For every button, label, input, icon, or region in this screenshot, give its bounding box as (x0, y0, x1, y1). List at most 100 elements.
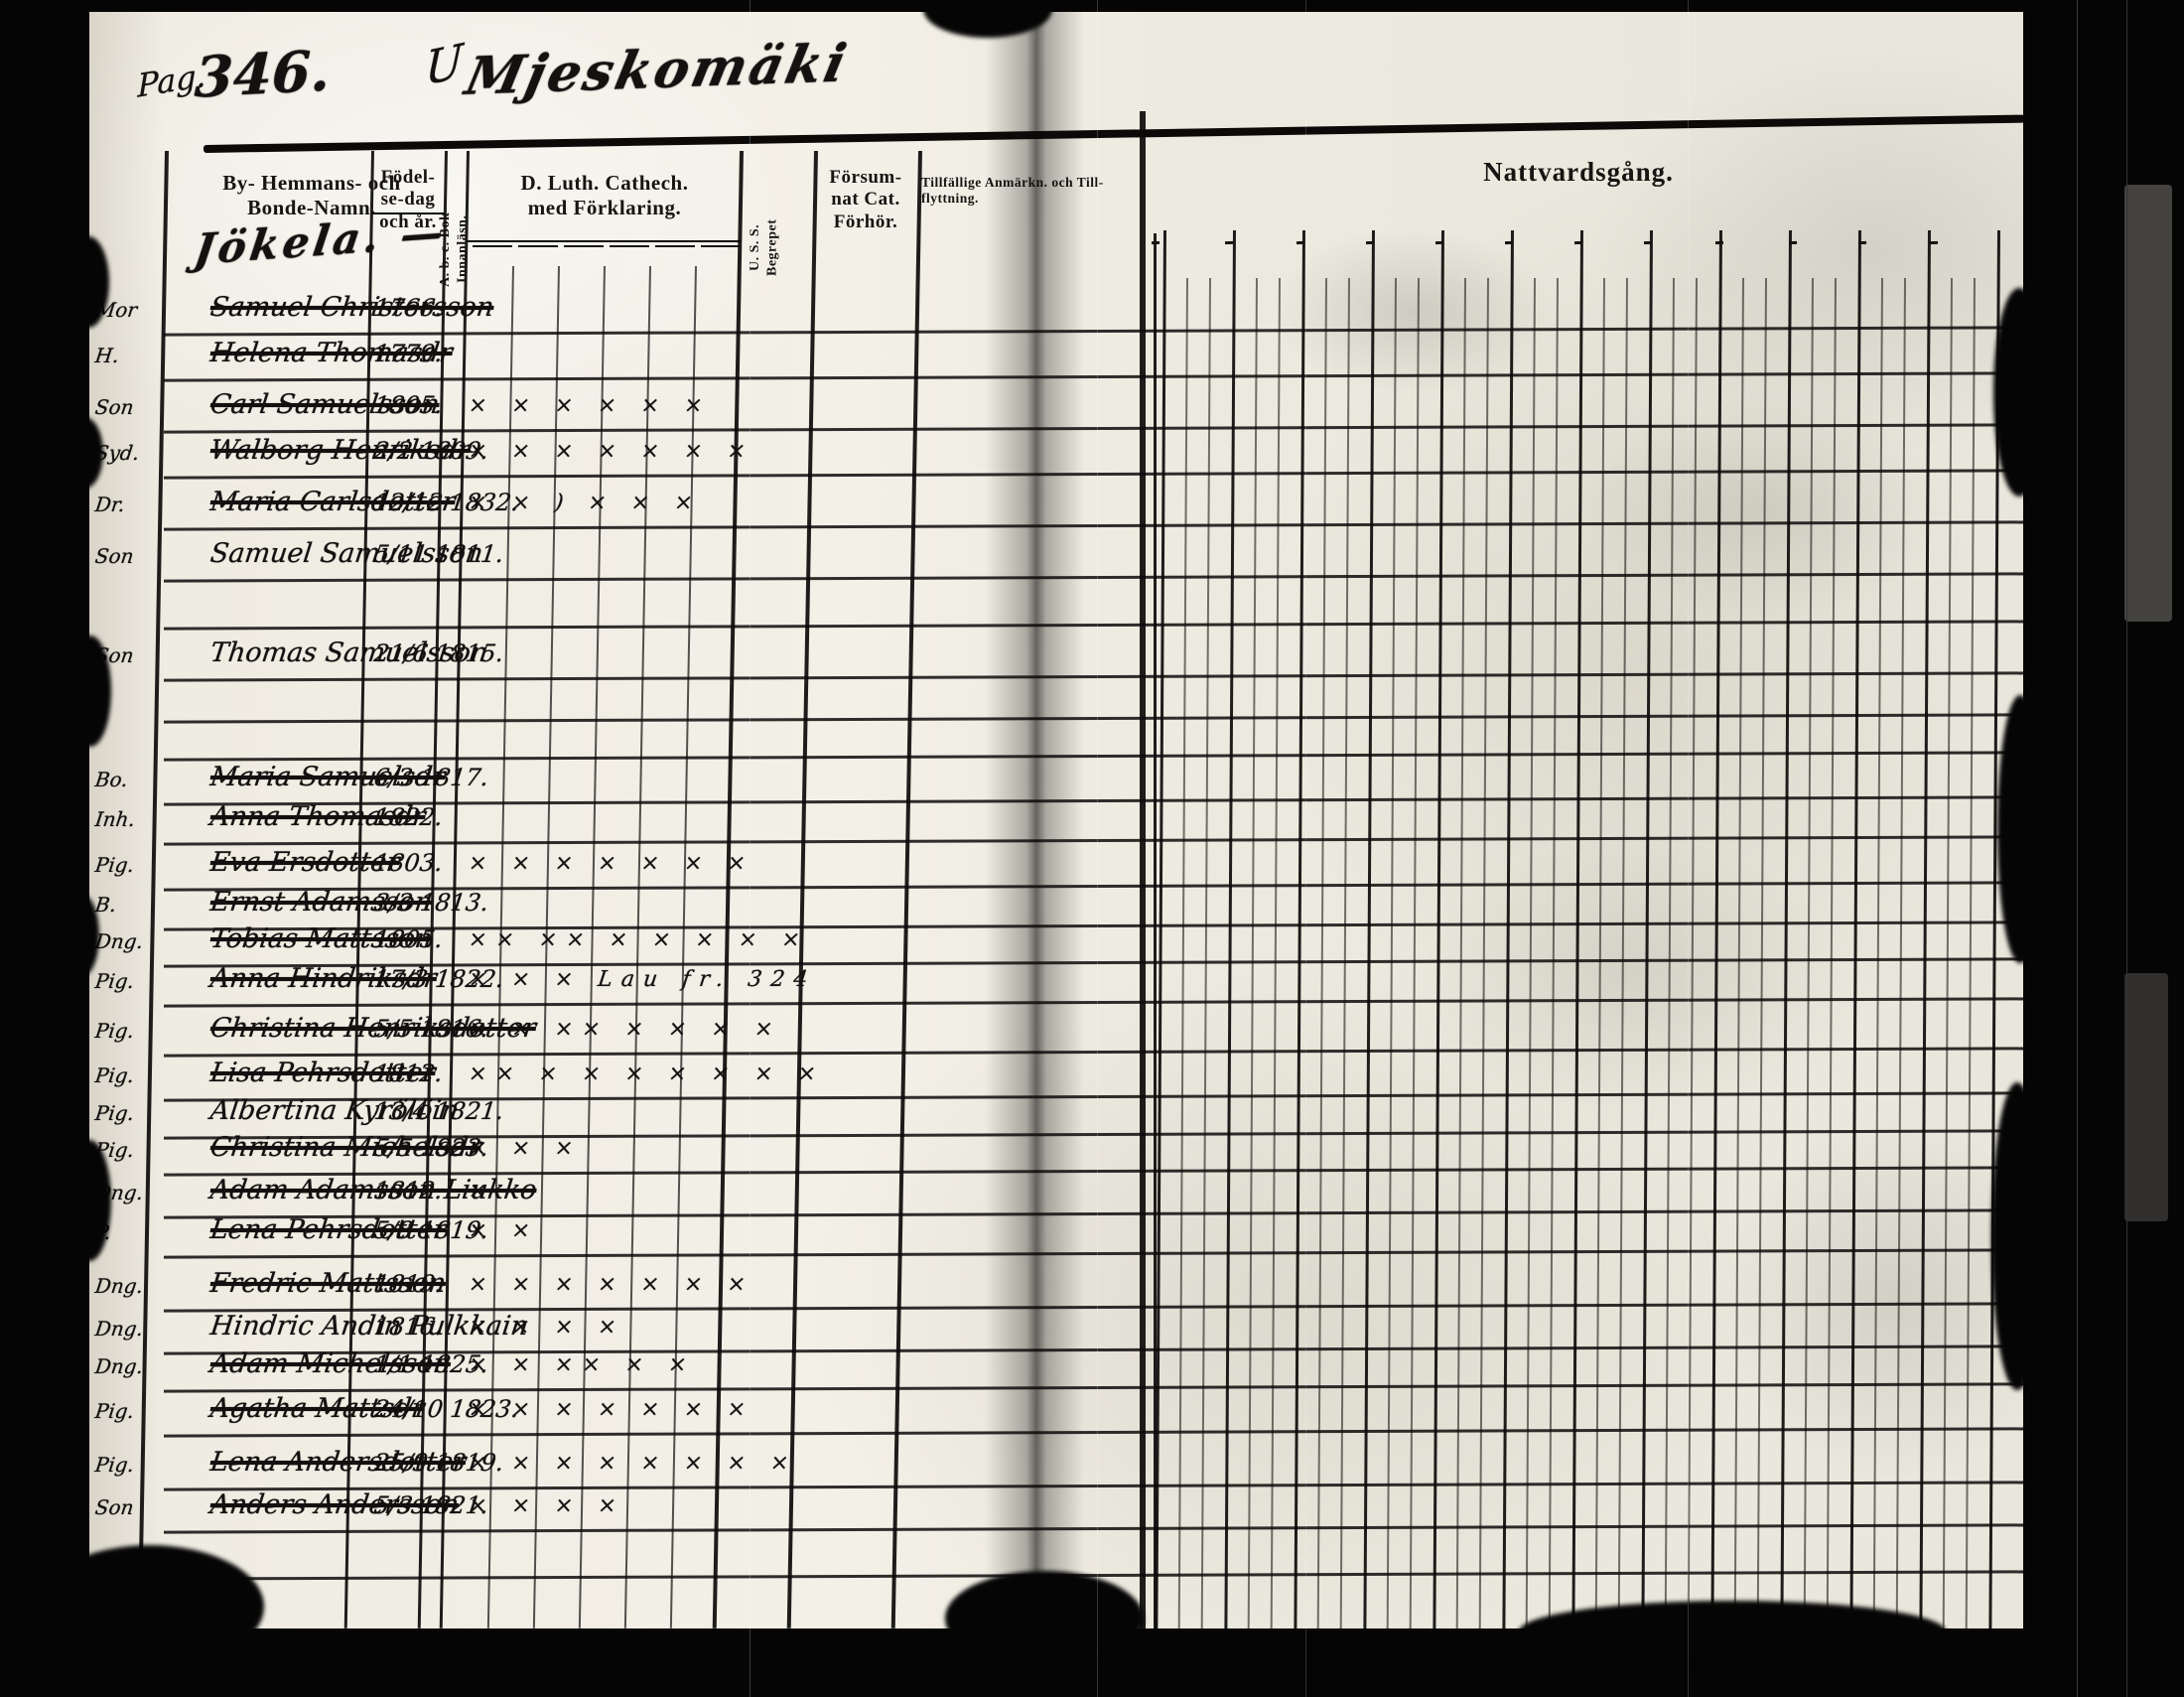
year-label (1224, 237, 1234, 245)
row-birth-date: 5/11 1811. (372, 540, 505, 568)
year-label (1504, 237, 1514, 245)
table-row: Pig. Eva Ersdotter 1803. × × × × × × × (0, 845, 1152, 887)
year-label (1296, 237, 1305, 245)
row-margin-note: Son (93, 1495, 136, 1519)
row-cathech-marks: × × ×× × × (467, 1352, 698, 1377)
row-cathech-marks: × × ) × × × (467, 491, 704, 515)
year-label (1929, 237, 1939, 245)
row-margin-note: B. (93, 893, 118, 917)
title-flourish: U (424, 33, 465, 96)
year-label (1714, 237, 1724, 245)
year-label (1788, 237, 1798, 245)
cathech-col-number (518, 244, 558, 247)
table-row: Son Samuel Samuelsson 5/11 1811. (0, 536, 1152, 578)
table-row: Bo. Maria Samuelsdr 6/3 1817. (0, 760, 1152, 801)
row-birth-date: 1805. (372, 391, 445, 419)
table-row: B. Ernst Adamsson 3/3 1813. (0, 885, 1152, 926)
row-cathech-marks: × × × × × × × × (467, 1451, 799, 1476)
year-label (1365, 237, 1375, 245)
row-birth-date: 6/3 1817. (372, 764, 490, 791)
table-row: H. Helena Thomasdr 1779. (0, 336, 1152, 377)
table-row: Dng. Fredric Mattsson 1819. × × × × × × … (0, 1266, 1152, 1308)
year-label (1434, 237, 1444, 245)
table-row: Dng. Adam Michelsson 1/1 1825. × × ×× × … (0, 1346, 1152, 1388)
row-cathech-marks: × × × (467, 1136, 584, 1161)
row-margin-note: Pig. (93, 1019, 136, 1043)
row-birth-date: 1812. (372, 1177, 445, 1204)
row-birth-date: 3/3 1813. (372, 889, 490, 917)
table-row: Pig. Lisa Pehrsdotter 1812. ×× × × × × ×… (0, 1056, 1152, 1097)
table-row: P. Lena Pehrsdotter 5/8 1819. × × (0, 1212, 1152, 1254)
row-birth-date: 1803. (372, 849, 445, 877)
year-label (1643, 237, 1653, 245)
row-birth-date: 1766. (372, 294, 445, 322)
table-row: Inh. Anna Thomasdr 1822. (0, 799, 1152, 841)
row-cathech-marks: × (467, 1179, 497, 1203)
row-person-name: Samuel Christersson (208, 292, 496, 323)
header-neglected: Försum- nat Cat. Förhör. (829, 167, 902, 232)
year-label (1151, 237, 1160, 245)
row-margin-note: Dng. (93, 1317, 145, 1341)
row-birth-date: 1805. (372, 925, 445, 953)
film-border-right (2023, 0, 2184, 1697)
row-margin-note: Bo. (93, 768, 130, 791)
row-margin-note: Pig. (93, 853, 136, 877)
row-birth-date: 1779. (372, 340, 445, 367)
table-row: Dng. Tobias Mattsson 1805. ×× ×× × × × ×… (0, 921, 1152, 963)
row-margin-note: Dng. (93, 1354, 145, 1378)
row-margin-note: H. (93, 344, 121, 367)
header-remarks: Tillfällige Anmärkn. och Till- flyttning… (921, 175, 1104, 206)
table-row: Pig. Albertina Kyrölöin 13/4 1821. (0, 1093, 1152, 1135)
table-row: Pig. Christina Henriksdotter 5/5 1816. ×… (0, 1011, 1152, 1053)
row-cathech-marks: ×× × × × × × × × (467, 1061, 827, 1086)
table-row: Pig. Christina Michelsdr 5/5 1823. × × × (0, 1130, 1152, 1172)
row-margin-note: Dng. (93, 929, 145, 953)
row-cathech-marks: × × × Lau fr. 324 (467, 967, 818, 992)
table-row: Son Anders Andersson 5/3 1821. × × × × (0, 1487, 1152, 1529)
table-row: Dng. Adam Adamsson Liukko 1812. × (0, 1173, 1152, 1214)
year-label (1573, 237, 1583, 245)
row-cathech-marks: × × × × × × × (467, 439, 756, 464)
cathech-col-number (701, 244, 741, 247)
row-cathech-marks: × × × × × × × (467, 851, 756, 876)
row-birth-date: 1812. (372, 1060, 445, 1087)
table-row: Son Thomas Samuelsson 21/6 1815. (0, 636, 1152, 677)
row-cathech-marks: × × × × (467, 1493, 627, 1518)
row-margin-note: Pig. (93, 1101, 136, 1125)
table-row: Dr. Maria Carlsdotter 12/12 1832. × × ) … (0, 485, 1152, 526)
header-names: By- Hemmans- och Bonde-Namn. (222, 171, 401, 219)
table-row: Son Carl Samuelsson 1805. × × × × × × (0, 387, 1152, 429)
row-cathech-marks: × × (467, 1218, 541, 1243)
table-row: Pig. Lena Andersdotter 25/9 1819. × × × … (0, 1445, 1152, 1486)
row-birth-date: 21/6 1815. (372, 639, 505, 667)
row-birth-date: 1819. (372, 1270, 445, 1298)
cathech-col-number (564, 244, 604, 247)
row-birth-date: 13/4 1821. (372, 1097, 505, 1125)
adjacent-page-edge (2124, 973, 2168, 1221)
table-row: Dng. Hindric Andin Pulkkain 1816. × × × … (0, 1309, 1152, 1350)
row-cathech-marks: × × × × × × × (467, 1272, 756, 1297)
row-cathech-marks: × × ×× × × × × (467, 1017, 783, 1042)
page-number: 346. (193, 38, 332, 111)
row-margin-note: Pig. (93, 1063, 136, 1087)
row-birth-date: 1822. (372, 803, 445, 831)
row-cathech-marks: × × × × × × (467, 393, 714, 418)
row-margin-note: Pig. (93, 1453, 136, 1477)
adjacent-page-edge (2124, 185, 2172, 622)
header-cathech: D. Luth. Cathech. med Förklaring. (520, 171, 689, 219)
cathech-col-number (655, 244, 695, 247)
row-margin-note: Pig. (93, 1399, 136, 1423)
film-border-top (0, 0, 2184, 12)
row-cathech-marks: × × × × × × × (467, 1397, 756, 1422)
cathech-col-number (610, 244, 649, 247)
row-birth-date: 1816. (372, 1313, 445, 1341)
row-margin-note: Dr. (93, 493, 127, 516)
header-birth: Födel- se-dag och år. (379, 167, 437, 232)
year-label (1857, 237, 1867, 245)
row-cathech-marks: ×× ×× × × × × × (467, 927, 811, 952)
table-row: Mor Samuel Christersson 1766. (0, 290, 1152, 332)
row-margin-note: Dng. (93, 1274, 145, 1298)
table-row: Syd. Walborg Henriksdr 2/2 1809. × × × ×… (0, 433, 1152, 475)
row-margin-note: Son (93, 544, 136, 568)
